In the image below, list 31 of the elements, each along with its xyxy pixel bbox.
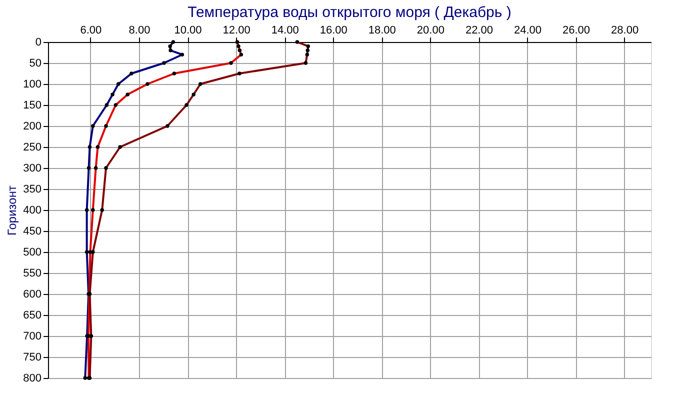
y-tick-label: 0 xyxy=(35,36,42,48)
y-tick-label: 50 xyxy=(29,58,42,70)
x-tick-label: 6.00 xyxy=(80,24,102,36)
y-tick-label: 350 xyxy=(23,184,42,196)
y-tick-label: 150 xyxy=(23,100,42,112)
x-tick-label: 16.00 xyxy=(320,24,348,36)
y-axis-title: Горизонт xyxy=(5,185,20,236)
y-tick-label: 200 xyxy=(23,120,42,132)
x-tick-label: 12.00 xyxy=(222,24,250,36)
y-tick-label: 650 xyxy=(23,310,42,322)
x-tick-label: 18.00 xyxy=(368,24,396,36)
x-tick-label: 20.00 xyxy=(416,24,444,36)
x-tick-label: 22.00 xyxy=(465,24,493,36)
x-tick-label: 26.00 xyxy=(562,24,590,36)
y-tick-label: 600 xyxy=(23,288,42,300)
x-tick-label: 24.00 xyxy=(514,24,542,36)
y-tick-label: 500 xyxy=(23,246,42,258)
y-tick-label: 750 xyxy=(23,352,42,364)
y-tick-label: 100 xyxy=(23,78,42,90)
y-tick-label: 300 xyxy=(23,162,42,174)
x-tick-label: 14.00 xyxy=(271,24,299,36)
y-tick-label: 700 xyxy=(23,330,42,342)
y-tick-label: 400 xyxy=(23,204,42,216)
y-tick-label: 800 xyxy=(23,372,42,384)
x-tick-label: 8.00 xyxy=(128,24,150,36)
chart-title: Температура воды открытого моря ( Декабрь ) xyxy=(188,4,512,21)
x-tick-label: 10.00 xyxy=(174,24,202,36)
y-tick-label: 550 xyxy=(23,268,42,280)
y-tick-label: 450 xyxy=(23,226,42,238)
y-tick-label: 250 xyxy=(23,142,42,154)
x-tick-label: 28.00 xyxy=(611,24,639,36)
